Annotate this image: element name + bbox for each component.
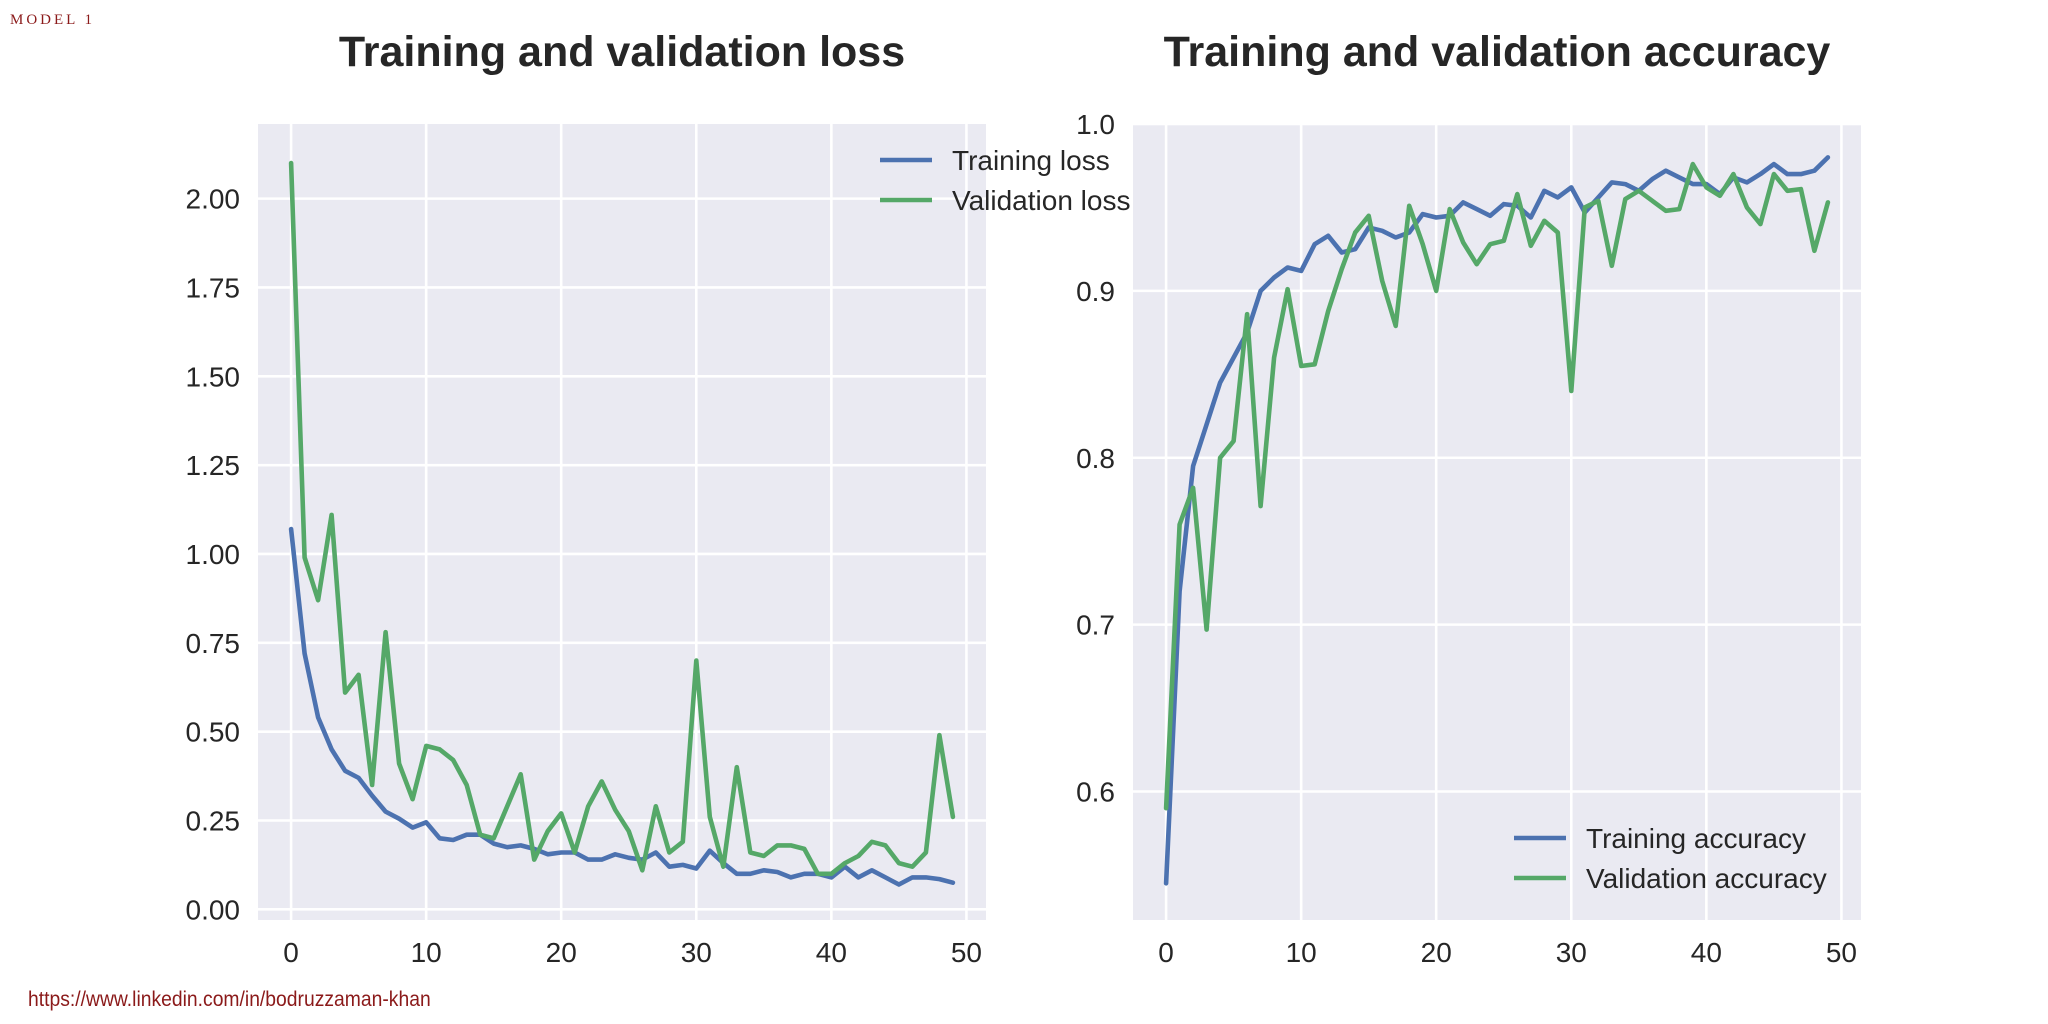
- plot-area: [1133, 124, 1861, 920]
- y-tick-label: 1.25: [186, 450, 241, 481]
- series-line-validation: [1163, 161, 1831, 811]
- loss-chart: 0 10 20 30 40 50 0.00 0.25 0.50 0.75 1.00 1.25 1.50 1…: [186, 28, 1131, 968]
- linkedin-link[interactable]: https://www.linkedin.com/in/bodruzzaman-…: [28, 988, 431, 1011]
- y-tick-label: 1.0: [1076, 109, 1115, 140]
- x-tick-label: 30: [681, 937, 712, 968]
- y-tick-label: 1.75: [186, 272, 241, 303]
- y-tick-label: 0.50: [186, 717, 241, 748]
- legend: Training loss Validation loss: [880, 145, 1130, 216]
- y-tick-label: 0.6: [1076, 777, 1115, 808]
- chart-title: Training and validation loss: [339, 28, 905, 76]
- plot-area: [258, 124, 986, 920]
- y-tick-label: 1.50: [186, 361, 241, 392]
- legend-label: Training accuracy: [1586, 823, 1806, 854]
- x-tick-label: 10: [1286, 937, 1317, 968]
- x-tick-label: 30: [1556, 937, 1587, 968]
- y-tick-label: 0.9: [1076, 276, 1115, 307]
- x-tick-label: 40: [816, 937, 847, 968]
- y-tick-label: 0.7: [1076, 610, 1115, 641]
- model-label: MODEL 1: [10, 12, 96, 28]
- x-tick-label: 20: [546, 937, 577, 968]
- legend-label: Validation accuracy: [1586, 863, 1827, 894]
- x-tick-label: 50: [1826, 937, 1857, 968]
- accuracy-chart: 0 10 20 30 40 50 0.6 0.7 0.8 0.9 1.0 Training and v…: [1076, 28, 1861, 968]
- y-tick-label: 0.75: [186, 628, 241, 659]
- legend-label: Validation loss: [952, 185, 1130, 216]
- x-tick-label: 0: [1158, 937, 1174, 968]
- x-tick-label: 20: [1421, 937, 1452, 968]
- y-tick-label: 2.00: [186, 184, 241, 215]
- series-line-training: [288, 526, 956, 887]
- y-tick-label: 0.00: [186, 894, 241, 925]
- y-tick-label: 0.25: [186, 806, 241, 837]
- x-tick-label: 50: [951, 937, 982, 968]
- series-line-validation: [288, 160, 956, 877]
- y-tick-label: 1.00: [186, 539, 241, 570]
- x-tick-label: 10: [411, 937, 442, 968]
- y-tick-label: 0.8: [1076, 443, 1115, 474]
- chart-title: Training and validation accuracy: [1164, 28, 1831, 76]
- x-tick-label: 0: [283, 937, 299, 968]
- x-tick-label: 40: [1691, 937, 1722, 968]
- legend: Training accuracy Validation accuracy: [1514, 823, 1827, 894]
- legend-label: Training loss: [952, 145, 1110, 176]
